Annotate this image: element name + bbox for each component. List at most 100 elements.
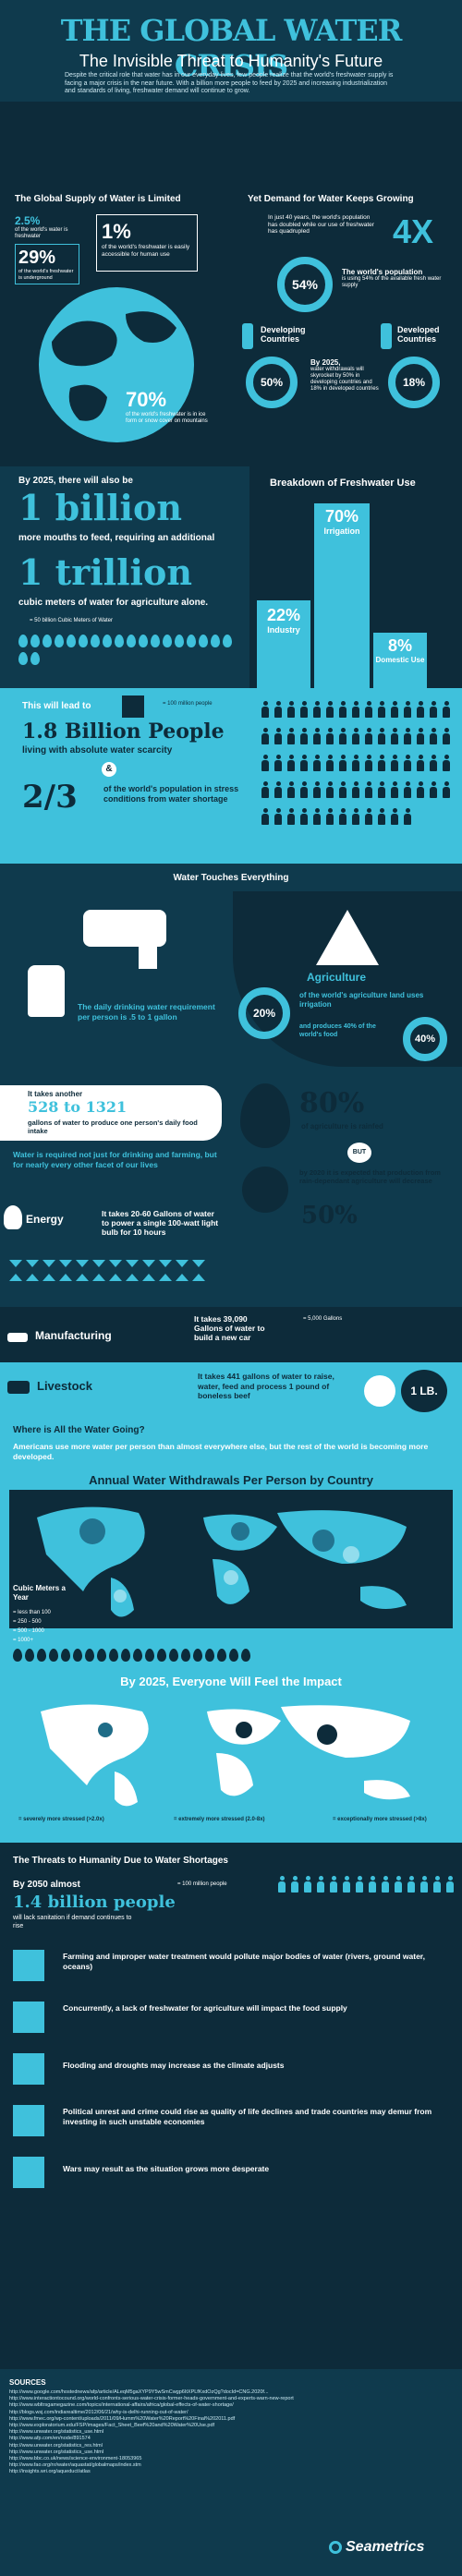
live-lb: 1 LB.	[401, 1370, 447, 1412]
demand-developing: Developing Countries	[261, 325, 306, 344]
scarcity-text: living with absolute water scarcity	[22, 745, 173, 756]
page-title: THE GLOBAL WATER CRISIS	[60, 13, 403, 83]
scarcity-lead: This will lead to	[22, 701, 91, 711]
supply-ground-box: 29% of the world's freshwater is undergr…	[15, 244, 79, 284]
threat-item: Farming and improper water treatment wou…	[0, 1944, 462, 1989]
breakdown-irr-pct: 70%	[324, 507, 359, 526]
source-line: http://www.fao.org/nr/water/aquastat/glo…	[9, 2462, 141, 2469]
source-line: http://www.unwater.org/statistics_res.ht…	[9, 2442, 103, 2449]
billion-text1: more mouths to feed, requiring an additi…	[18, 533, 215, 543]
demand-devd-pct: 18%	[402, 376, 426, 389]
food-text: gallons of water to produce one person's…	[28, 1119, 198, 1135]
billion-lead: By 2025, there will also be	[18, 476, 133, 486]
supply-ice-pct: 70%	[126, 388, 167, 411]
supply-ice-box: 70% of the world's freshwater is in ice …	[126, 388, 218, 425]
threat-item: Concurrently, a lack of freshwater for a…	[0, 1996, 462, 2040]
billion-big2: 1 trillion	[18, 551, 192, 593]
threat-text: Political unrest and crime could rise as…	[63, 2107, 432, 2126]
breakdown-domestic-bar: 8% Domestic Use	[373, 633, 427, 688]
source-line: http://www.unwater.org/statistics_use.ht…	[9, 2429, 104, 2436]
threat-icon	[13, 1950, 44, 1981]
live-text: It takes 441 gallons of water to raise, …	[198, 1372, 334, 1400]
going-heading: Where is All the Water Going?	[13, 1425, 145, 1435]
breakdown-ind-pct: 22%	[266, 606, 301, 624]
demand-heading: Yet Demand for Water Keeps Growing	[248, 194, 414, 204]
threats-big: 1.4 billion people	[13, 1893, 176, 1912]
threat-icon	[13, 2105, 44, 2136]
breakdown-industry-bar: 22% Industry	[257, 600, 310, 688]
threat-text: Concurrently, a lack of freshwater for a…	[63, 2003, 347, 2013]
faucet-spout-icon	[139, 947, 157, 969]
hourglass-row	[9, 1255, 222, 1272]
drink-text: The daily drinking water requirement per…	[78, 1002, 215, 1022]
supply-ground-text: of the world's freshwater is underground	[18, 269, 74, 281]
supply-demand-section: The Global Supply of Water is Limited 2.…	[0, 185, 462, 466]
agri-ring: 20%	[238, 987, 290, 1039]
demand-2025-text: water withdrawals will skyrocket by 50% …	[310, 367, 379, 392]
faucet-icon	[83, 910, 166, 947]
source-line: http://www.bbc.co.uk/news/science-enviro…	[9, 2456, 142, 2462]
globe-icon	[39, 287, 194, 442]
scarcity-legend: = 100 million people	[163, 701, 213, 707]
threats-legend: = 100 million people	[177, 1881, 227, 1887]
livestock-band: Livestock It takes 441 gallons of water …	[0, 1362, 462, 1418]
threats-heading: The Threats to Humanity Due to Water Sho…	[13, 1856, 228, 1866]
demand-pop-text: is using 54% of the available fresh wate…	[342, 276, 442, 288]
required-text: Water is required not just for drinking …	[13, 1150, 217, 1169]
threats-text: will lack sanitation if demand continues…	[13, 1915, 132, 1929]
source-line: http://www.google.com/hostednews/afp/art…	[9, 2389, 269, 2395]
threat-icon	[13, 2053, 44, 2085]
agri-pct2: 40%	[414, 1034, 436, 1045]
jug-icon	[28, 965, 65, 1017]
scarcity-frac-text: of the world's population in stress cond…	[103, 784, 239, 804]
bottle-icon	[242, 323, 253, 349]
arrow-down-icon	[122, 695, 144, 718]
brand-logo: Seametrics	[346, 2539, 425, 2555]
breakdown-dom-pct: 8%	[387, 636, 412, 655]
rain-pct: 80%	[299, 1087, 365, 1119]
stress-item: = exceptionally more stressed (>8x)	[333, 1817, 427, 1822]
threat-icon	[13, 2002, 44, 2033]
threats-lead: By 2050 almost	[13, 1880, 80, 1890]
billion-legend: = 50 billion Cubic Meters of Water	[30, 618, 113, 623]
demand-pop-title: The world's population	[342, 268, 423, 276]
map-title: Annual Water Withdrawals Per Person by C…	[89, 1473, 373, 1487]
intro-text: Despite the critical role that water has…	[65, 72, 394, 94]
demand-developed: Developed Countries	[397, 325, 440, 344]
demand-dev-pct: 50%	[260, 376, 284, 389]
agri-food: and produces 40% of the world's food	[299, 1023, 376, 1038]
legend-item: = 1000+	[13, 1638, 34, 1643]
rain-but: BUT	[347, 1143, 371, 1163]
header-section: THE GLOBAL WATER CRISIS The Invisible Th…	[0, 0, 462, 102]
demand-dev-ring: 50%	[246, 357, 298, 408]
manu-label: Manufacturing	[35, 1329, 112, 1342]
stress-world-map	[41, 1704, 410, 1807]
scarcity-section: This will lead to = 100 million people 1…	[0, 688, 462, 864]
supply-heading: The Global Supply of Water is Limited	[15, 194, 181, 204]
breakdown-heading: Breakdown of Freshwater Use	[270, 478, 416, 489]
stress-item: = severely more stressed (>2.0x)	[18, 1817, 104, 1822]
source-line: http://www.exploratorium.edu/FSP/images/…	[9, 2423, 215, 2429]
manu-legend: = 5,000 Gallons	[303, 1316, 343, 1322]
billion-big1: 1 billion	[18, 487, 182, 528]
agri-panel: Agriculture 20% of the world's agricultu…	[233, 891, 462, 1067]
demand-pop-box: The world's population is using 54% of t…	[342, 268, 453, 289]
car-icon	[7, 1333, 28, 1342]
source-line: http://blogs.wsj.com/indiarealtime/2012/…	[9, 2409, 188, 2415]
impact-title: By 2025, Everyone Will Feel the Impact	[120, 1675, 342, 1688]
billion-section: By 2025, there will also be 1 billion mo…	[0, 466, 462, 688]
breakdown-irrigation-bar: 70% Irrigation	[314, 503, 370, 688]
threat-icon	[13, 2157, 44, 2188]
rain-circle-icon	[242, 1167, 288, 1213]
supply-ice-text: of the world's freshwater is in ice form…	[126, 412, 208, 424]
breakdown-irr-label: Irrigation	[323, 526, 360, 536]
legend-title: Cubic Meters a Year	[13, 1584, 66, 1602]
source-line: http://www.wbltrsgamegazine.com/topics/i…	[9, 2402, 234, 2409]
bulb-icon	[4, 1205, 22, 1229]
scarcity-frac: 2/3	[22, 779, 78, 816]
breakdown-dom-label: Domestic Use	[375, 656, 425, 664]
demand-2025-box: By 2025, water withdrawals will skyrocke…	[310, 358, 384, 393]
food-big: 528 to 1321	[28, 1098, 128, 1116]
people-grid	[261, 701, 455, 835]
source-line: http://www.fmec.org/wp-content/uploads/2…	[9, 2415, 236, 2422]
